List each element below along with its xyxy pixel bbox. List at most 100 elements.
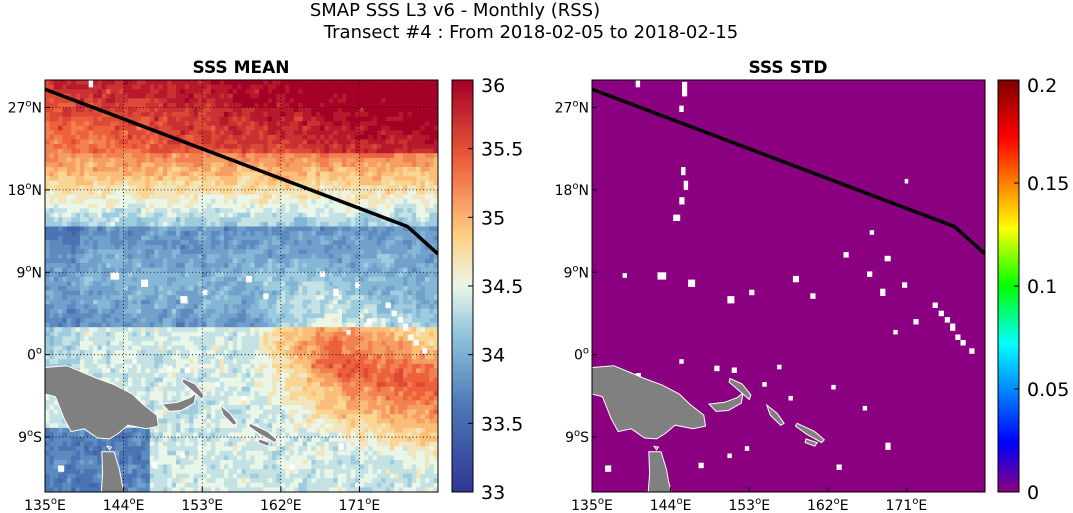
sss-cell xyxy=(106,212,112,218)
sss-cell xyxy=(93,318,98,324)
sss-cell xyxy=(333,235,339,241)
sss-cell xyxy=(307,217,312,223)
sss-cell xyxy=(162,308,168,315)
sss-cell xyxy=(197,185,203,191)
sss-cell xyxy=(58,121,64,127)
sss-cell xyxy=(215,276,221,283)
sss-cell xyxy=(372,121,378,127)
sss-cell xyxy=(228,189,234,196)
sss-cell xyxy=(302,180,308,186)
sss-cell xyxy=(389,235,395,241)
sss-cell xyxy=(263,235,269,241)
sss-cell xyxy=(215,281,221,287)
sss-cell xyxy=(66,217,72,223)
sss-cell xyxy=(254,180,260,186)
sss-cell xyxy=(320,253,326,260)
sss-cell xyxy=(341,102,347,109)
sss-cell xyxy=(84,98,90,104)
sss-cell xyxy=(407,148,413,154)
sss-cell xyxy=(311,208,317,214)
sss-cell xyxy=(180,148,186,154)
sss-cell xyxy=(350,116,356,122)
sss-cell xyxy=(267,199,273,205)
sss-cell xyxy=(154,98,160,104)
sss-cell xyxy=(254,249,260,255)
sss-cell xyxy=(197,102,203,109)
sss-cell xyxy=(119,286,125,292)
sss-cell xyxy=(302,217,308,223)
sss-cell xyxy=(411,212,417,218)
sss-cell xyxy=(228,144,234,150)
sss-cell xyxy=(66,148,72,154)
sss-cell xyxy=(219,93,225,99)
sss-cell xyxy=(58,295,64,301)
sss-cell xyxy=(154,84,160,90)
sss-cell xyxy=(132,313,138,319)
sss-cell xyxy=(320,102,326,109)
sss-cell xyxy=(280,240,286,246)
sss-cell xyxy=(416,276,422,283)
sss-cell xyxy=(328,134,334,141)
sss-cell xyxy=(101,272,107,278)
sss-cell xyxy=(154,217,160,223)
sss-cell xyxy=(127,80,133,86)
sss-cell xyxy=(389,295,395,301)
sss-cell xyxy=(176,231,181,237)
sss-cell xyxy=(228,331,234,337)
sss-cell xyxy=(58,139,64,145)
sss-cell xyxy=(171,185,177,191)
sss-cell xyxy=(202,162,208,168)
sss-cell xyxy=(320,116,326,122)
sss-cell xyxy=(407,249,413,255)
sss-cell xyxy=(245,286,251,292)
sss-cell xyxy=(154,249,160,255)
sss-cell xyxy=(359,327,365,333)
sss-cell xyxy=(245,80,251,86)
sss-cell xyxy=(197,217,203,223)
sss-cell xyxy=(215,171,221,177)
sss-cell xyxy=(145,258,151,264)
sss-cell xyxy=(429,299,435,305)
sss-cell xyxy=(84,318,90,324)
sss-cell xyxy=(302,258,308,264)
sss-cell xyxy=(71,308,77,315)
sss-cell xyxy=(176,286,181,292)
sss-cell xyxy=(84,157,90,163)
sss-cell xyxy=(328,189,334,196)
sss-cell xyxy=(411,112,417,118)
sss-cell xyxy=(219,308,225,315)
sss-cell xyxy=(403,166,409,173)
sss-cell xyxy=(58,157,64,163)
sss-cell xyxy=(197,153,203,159)
sss-cell xyxy=(307,258,312,264)
sss-cell xyxy=(341,226,347,232)
sss-cell xyxy=(110,80,116,86)
sss-cell xyxy=(149,148,155,154)
sss-cell xyxy=(424,80,430,86)
sss-cell xyxy=(123,148,129,154)
sss-cell xyxy=(376,272,382,278)
sss-cell xyxy=(315,295,321,301)
sss-cell xyxy=(315,212,321,218)
sss-cell xyxy=(324,130,330,136)
sss-cell xyxy=(189,162,195,168)
sss-cell xyxy=(389,116,395,122)
sss-cell xyxy=(127,171,133,177)
sss-cell xyxy=(158,226,164,232)
sss-cell xyxy=(272,139,278,145)
sss-cell xyxy=(254,221,260,228)
sss-cell xyxy=(385,134,391,141)
sss-cell xyxy=(407,308,413,315)
sss-cell xyxy=(394,208,400,214)
sss-cell xyxy=(158,267,164,273)
sss-cell xyxy=(420,212,426,218)
sss-cell xyxy=(298,212,304,218)
sss-cell xyxy=(424,84,430,90)
sss-cell xyxy=(127,253,133,260)
sss-cell xyxy=(110,240,116,246)
sss-cell xyxy=(298,299,304,305)
sss-cell xyxy=(88,139,94,145)
sss-cell xyxy=(241,176,247,182)
sss-cell xyxy=(136,281,142,287)
sss-cell xyxy=(416,208,422,214)
